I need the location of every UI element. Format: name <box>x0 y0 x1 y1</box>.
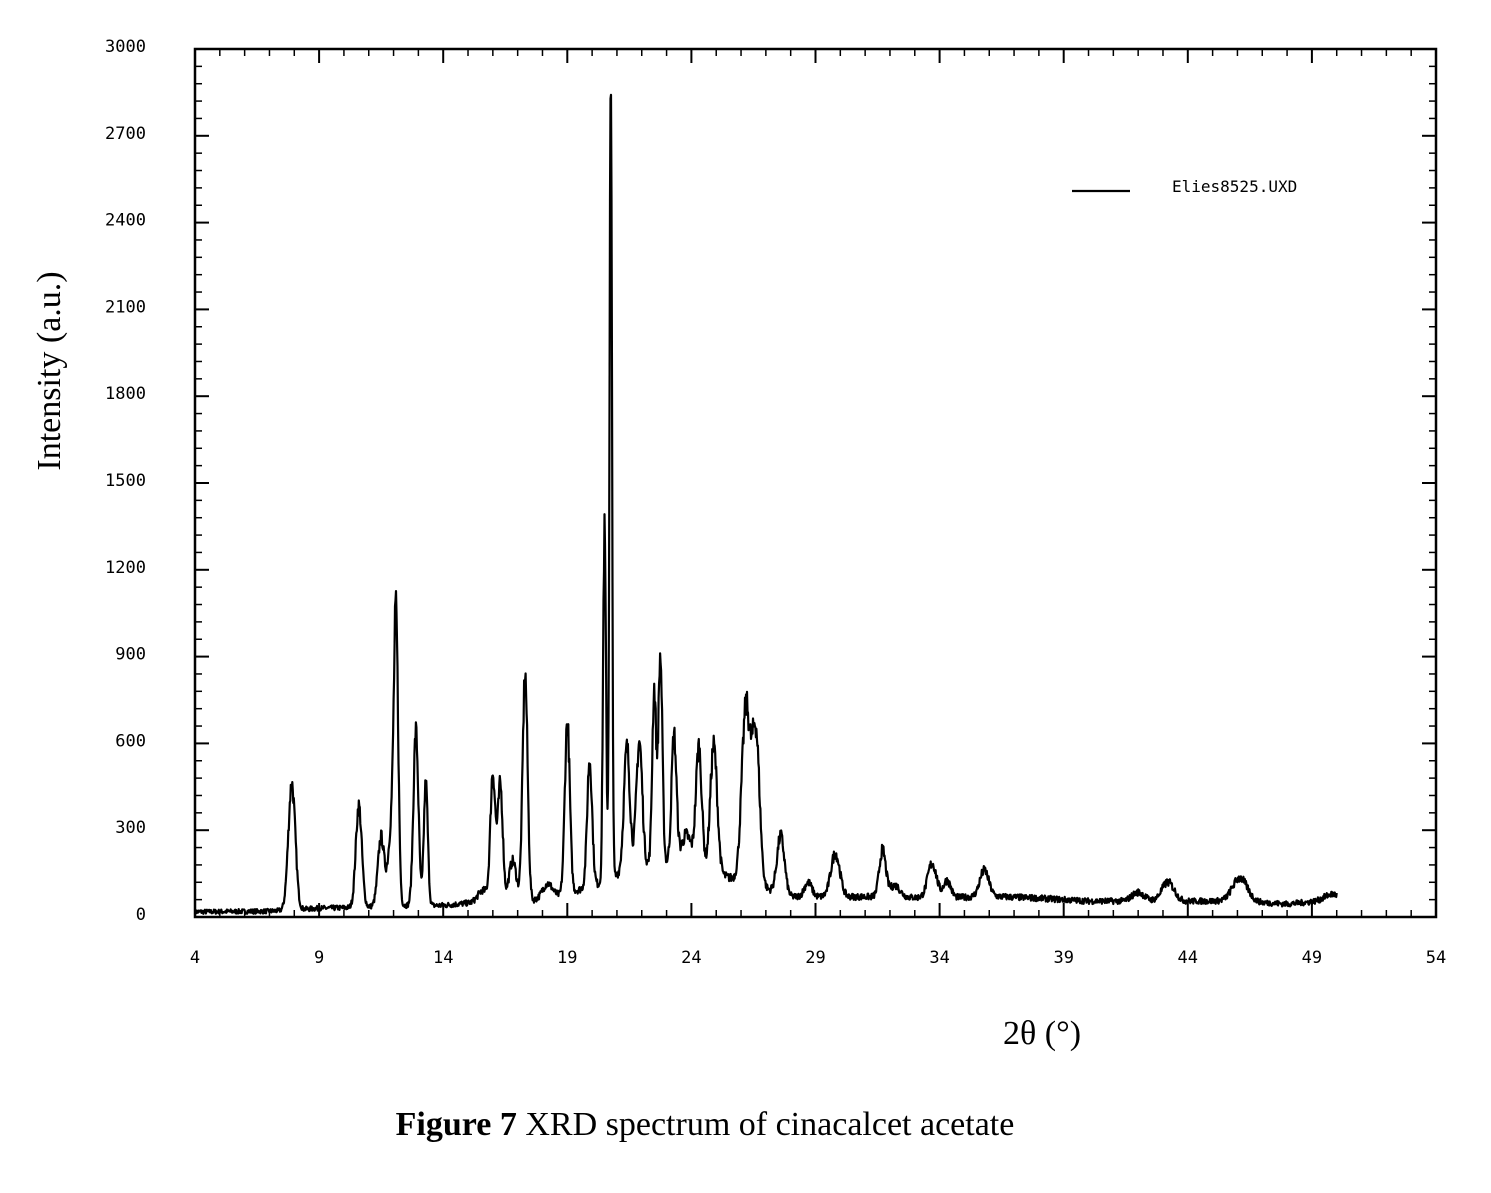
caption-figure-number: Figure 7 <box>396 1106 517 1143</box>
y-tick-label: 1200 <box>105 558 146 578</box>
y-tick-label: 1800 <box>105 384 146 404</box>
series-line <box>195 95 1337 914</box>
x-tick-label: 29 <box>805 948 825 968</box>
x-axis-title: 2θ (°) <box>1003 1015 1081 1052</box>
y-axis-title: Intensity (a.u.) <box>31 271 68 470</box>
y-tick-label: 900 <box>115 645 146 665</box>
x-tick-label: 34 <box>929 948 949 968</box>
y-tick-label: 300 <box>115 818 146 838</box>
x-tick-label: 39 <box>1053 948 1073 968</box>
x-tick-label: 14 <box>433 948 453 968</box>
caption-text: XRD spectrum of cinacalcet acetate <box>517 1106 1014 1143</box>
x-tick-label: 9 <box>314 948 324 968</box>
y-tick-label: 600 <box>115 731 146 751</box>
legend-label: Elies8525.UXD <box>1172 177 1297 196</box>
y-tick-label: 2100 <box>105 297 146 317</box>
y-tick-label: 1500 <box>105 471 146 491</box>
x-tick-label: 44 <box>1178 948 1198 968</box>
x-tick-label: 49 <box>1302 948 1322 968</box>
y-tick-labels: 0 300 600 900 1200 1500 1800 2100 2400 2700 3000 <box>105 37 146 925</box>
x-tick-label: 24 <box>681 948 701 968</box>
y-tick-label: 2400 <box>105 211 146 231</box>
figure-caption: Figure 7 XRD spectrum of cinacalcet acet… <box>0 1106 1410 1144</box>
x-tick-labels: 49141924293439444954 <box>190 948 1446 968</box>
y-tick-label: 0 <box>136 905 146 925</box>
y-tick-label: 2700 <box>105 124 146 144</box>
x-tick-label: 19 <box>557 948 577 968</box>
x-tick-label: 54 <box>1426 948 1446 968</box>
x-tick-label: 4 <box>190 948 200 968</box>
y-tick-label: 3000 <box>105 37 146 57</box>
